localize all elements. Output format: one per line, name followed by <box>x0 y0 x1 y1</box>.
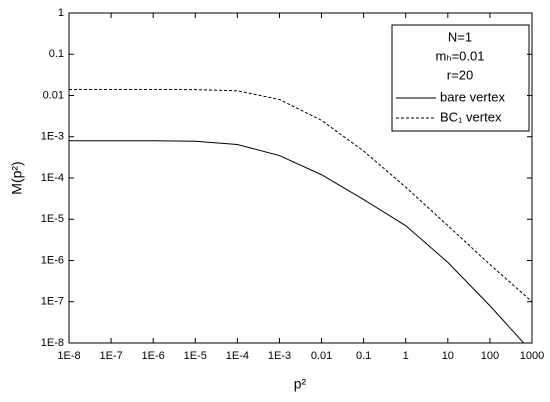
x-tick-label: 10 <box>442 350 454 362</box>
plot-area <box>69 88 532 343</box>
y-tick-label: 0.1 <box>49 48 64 60</box>
y-tick-label: 0.01 <box>43 89 64 101</box>
x-tick-label: 1E-5 <box>184 350 207 362</box>
legend-box <box>391 24 530 132</box>
y-tick-label: 1E-6 <box>41 254 64 266</box>
y-tick-label: 1E-3 <box>41 131 64 143</box>
y-tick-label: 1E-7 <box>41 296 64 308</box>
x-tick-label: 1E-3 <box>268 350 291 362</box>
x-tick-label: 1E-4 <box>226 350 249 362</box>
legend-annotation: N=1 <box>448 29 472 44</box>
y-tick-label: 1E-8 <box>41 337 64 349</box>
series-line <box>69 140 525 343</box>
x-tick-label: 1 <box>403 350 409 362</box>
legend-label: bare vertex <box>440 89 506 104</box>
x-tick-label: 100 <box>481 350 499 362</box>
x-tick-label: 1E-8 <box>57 350 80 362</box>
x-tick-label: 1000 <box>520 350 544 362</box>
x-tick-label: 1E-6 <box>142 350 165 362</box>
legend-label: BC₁ vertex <box>440 109 502 124</box>
x-axis-title: p² <box>294 376 307 392</box>
legend-annotation: r=20 <box>447 67 473 82</box>
x-tick-label: 1E-7 <box>99 350 122 362</box>
series-line <box>69 88 532 303</box>
y-tick-label: 1E-5 <box>41 213 64 225</box>
y-tick-label: 1 <box>58 7 64 19</box>
x-tick-label: 0.1 <box>356 350 371 362</box>
y-axis-title: M(p²) <box>9 161 25 194</box>
legend-annotation: mₕ=0.01 <box>436 48 485 63</box>
x-tick-label: 0.01 <box>311 350 332 362</box>
y-tick-label: 1E-4 <box>41 172 64 184</box>
